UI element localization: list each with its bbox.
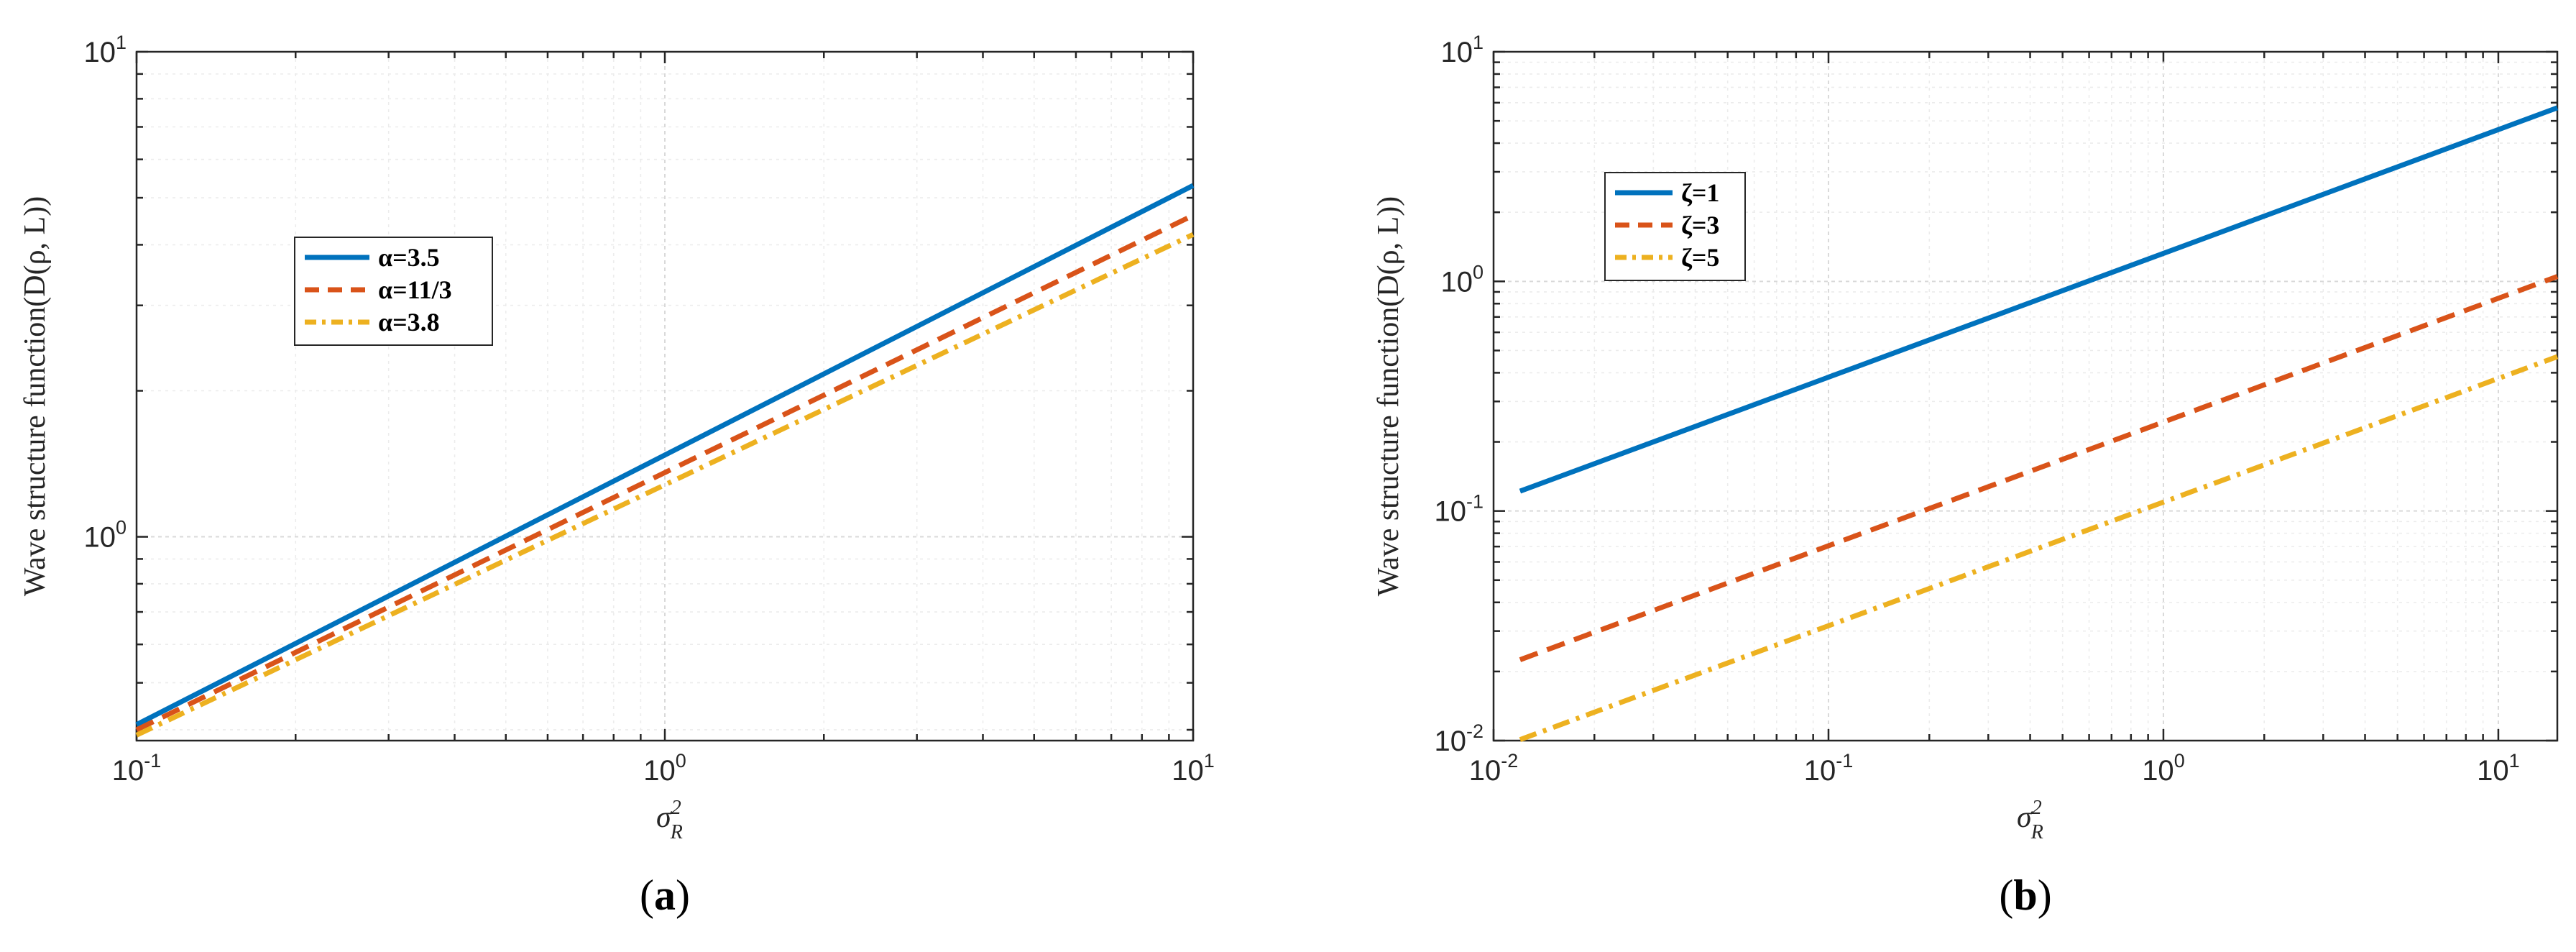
x-axis-label: σ2 R [656,797,683,843]
x-tick-base: 10 [2477,755,2509,787]
y-tick-label: 100 [83,517,126,554]
y-tick-exponent: -2 [1466,720,1484,742]
series-line-3 [1519,354,2559,742]
x-tick-exponent: 1 [2509,750,2520,772]
x-tick-base: 10 [1469,755,1501,787]
y-tick-label: 101 [1440,32,1484,68]
series-group [135,183,1195,738]
legend-entry-label: ζ=5 [1681,243,1719,272]
subfigure-label-close: ) [2038,871,2052,919]
y-tick-label: 100 [1440,261,1484,298]
y-tick-base: 10 [1440,266,1473,298]
y-axis-label: Wave structure function(D(ρ, L)) [1372,196,1405,596]
x-tick-label: 100 [643,750,686,787]
y-tick-base: 10 [1434,726,1466,757]
x-axis-label-superscript: 2 [671,797,681,819]
y-tick-base: 10 [1440,37,1473,68]
x-tick-label: 101 [2477,750,2520,787]
series-line-1 [135,183,1195,727]
grid [135,50,1195,741]
subfigure-label: (b) [1999,871,2051,919]
subfigure-label-letter: a [654,871,676,919]
y-tick-exponent: 1 [116,32,126,53]
x-tick-label: 10-2 [1469,750,1519,787]
x-tick-label: 10-1 [112,750,162,787]
x-tick-base: 10 [112,755,144,787]
x-axis-label-subscript: R [670,821,683,843]
x-tick-label: 10-1 [1804,750,1854,787]
x-axis-label-main: σ [656,801,673,834]
x-axis-label-superscript: 2 [2032,797,2042,819]
x-axis-label-main: σ [2017,801,2033,834]
x-tick-base: 10 [2142,755,2174,787]
x-tick-exponent: -1 [144,750,161,772]
subfigure-label: (a) [640,871,690,919]
series-line-1 [1519,105,2559,494]
x-tick-base: 10 [1172,755,1204,787]
y-tick-base: 10 [1434,496,1466,528]
subfigure-label-open: ( [640,871,654,919]
legend-entry-label: ζ=1 [1681,178,1719,207]
series-group [1519,105,2559,742]
legend: ζ=1 ζ=3 ζ=5 [1604,172,1746,281]
x-tick-base: 10 [1804,755,1836,787]
legend-entry-label: α=3.5 [378,243,440,272]
subfigure-label-open: ( [1999,871,2013,919]
x-tick-exponent: 1 [1204,750,1215,772]
x-axis-label-subscript: R [2030,821,2043,843]
y-tick-base: 10 [83,522,116,554]
legend-entry-label: ζ=3 [1681,211,1719,239]
y-tick-exponent: -1 [1466,491,1484,513]
plot-frame [1492,50,2559,742]
x-tick-label: 100 [2142,750,2185,787]
x-tick-exponent: -2 [1501,750,1518,772]
x-tick-exponent: -1 [1836,750,1853,772]
subfigure-label-letter: b [2013,871,2037,919]
x-axis-label: σ2 R [2017,797,2043,843]
y-tick-label: 101 [83,32,126,68]
series-line-2 [1519,274,2559,662]
legend-entry-label: α=3.8 [378,308,440,337]
y-tick-exponent: 1 [1473,32,1484,53]
y-tick-label: 10-2 [1434,720,1484,757]
x-tick-exponent: 0 [2174,750,2185,772]
y-tick-label: 10-1 [1434,491,1484,528]
grid [1492,50,2557,742]
x-tick-base: 10 [643,755,676,787]
series-line-2 [135,213,1195,733]
y-tick-exponent: 0 [1473,261,1484,283]
subfigure-label-close: ) [676,871,690,919]
legend-entry-label: α=11/3 [378,275,452,304]
y-axis-label: Wave structure function(D(ρ, L)) [19,196,52,596]
plot-frame [135,50,1195,742]
y-tick-base: 10 [83,37,116,68]
x-tick-exponent: 0 [676,750,686,772]
y-tick-exponent: 0 [116,517,126,539]
legend: α=3.5 α=11/3 α=3.8 [294,237,493,346]
x-tick-label: 101 [1172,750,1215,787]
